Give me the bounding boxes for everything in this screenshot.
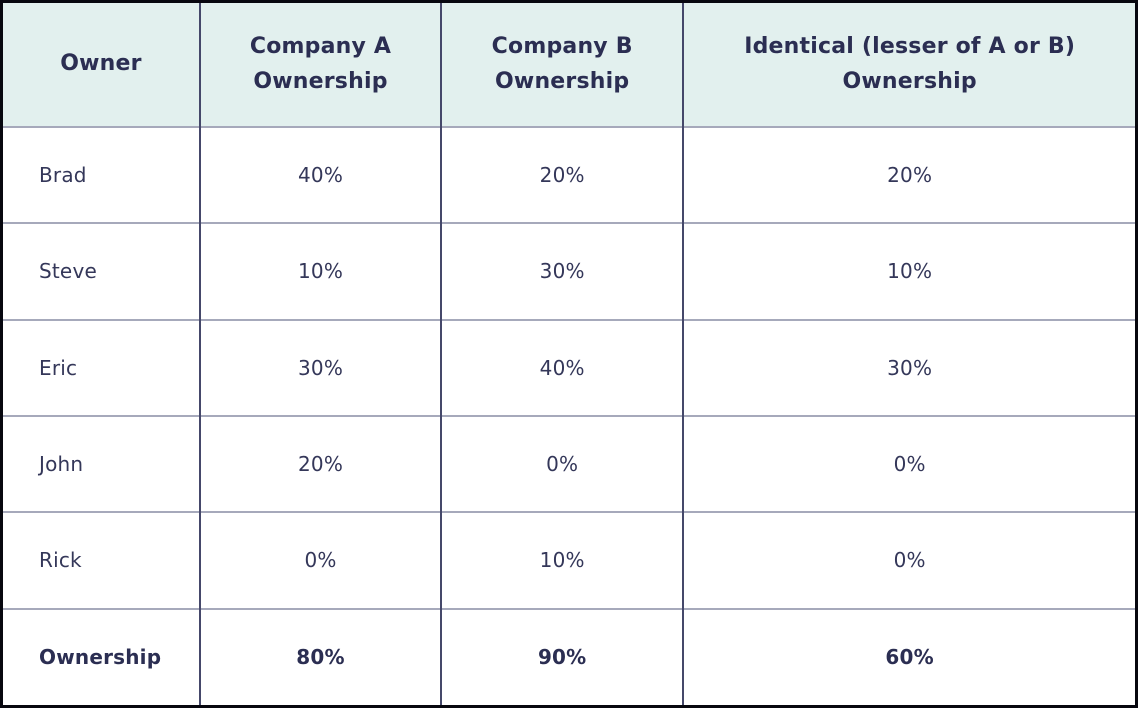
- table-body: Brad 40% 20% 20% Steve 10% 30% 10% Eric …: [3, 125, 1135, 705]
- header-cell-owner: Owner: [3, 3, 200, 127]
- company-b-total: 90%: [440, 607, 684, 705]
- header-cell-identical: Identical (lesser of A or B) Ownership: [682, 3, 1135, 127]
- table-header: Owner Company A Ownership Company B Owne…: [3, 3, 1135, 127]
- company-b-value: 10%: [440, 511, 684, 609]
- table-row: Rick 0% 10% 0%: [3, 511, 1135, 609]
- identical-value: 0%: [682, 414, 1135, 513]
- company-a-value: 10%: [198, 222, 442, 320]
- company-a-total: 80%: [198, 607, 442, 705]
- identical-total: 60%: [682, 607, 1135, 705]
- company-a-value: 30%: [198, 318, 442, 416]
- owner-name: Rick: [3, 511, 200, 609]
- owner-name: Eric: [3, 318, 200, 416]
- owner-name: Steve: [3, 222, 200, 320]
- identical-value: 0%: [682, 511, 1135, 609]
- owner-name: Brad: [3, 125, 200, 224]
- table: Owner Company A Ownership Company B Owne…: [3, 3, 1135, 705]
- identical-value: 20%: [682, 125, 1135, 224]
- identical-value: 30%: [682, 318, 1135, 416]
- company-b-value: 20%: [440, 125, 684, 224]
- owner-name: John: [3, 414, 200, 513]
- company-b-value: 40%: [440, 318, 684, 416]
- identical-value: 10%: [682, 222, 1135, 320]
- company-a-value: 0%: [198, 511, 442, 609]
- totals-row: Ownership 80% 90% 60%: [3, 607, 1135, 705]
- company-a-value: 40%: [198, 125, 442, 224]
- table-row: John 20% 0% 0%: [3, 414, 1135, 513]
- totals-label: Ownership: [3, 607, 200, 705]
- header-cell-company-a: Company A Ownership: [198, 3, 442, 127]
- company-b-value: 0%: [440, 414, 684, 513]
- header-row: Owner Company A Ownership Company B Owne…: [3, 3, 1135, 127]
- company-a-value: 20%: [198, 414, 442, 513]
- table-row: Brad 40% 20% 20%: [3, 125, 1135, 224]
- table-row: Steve 10% 30% 10%: [3, 222, 1135, 320]
- header-cell-company-b: Company B Ownership: [440, 3, 684, 127]
- company-b-value: 30%: [440, 222, 684, 320]
- table-row: Eric 30% 40% 30%: [3, 318, 1135, 416]
